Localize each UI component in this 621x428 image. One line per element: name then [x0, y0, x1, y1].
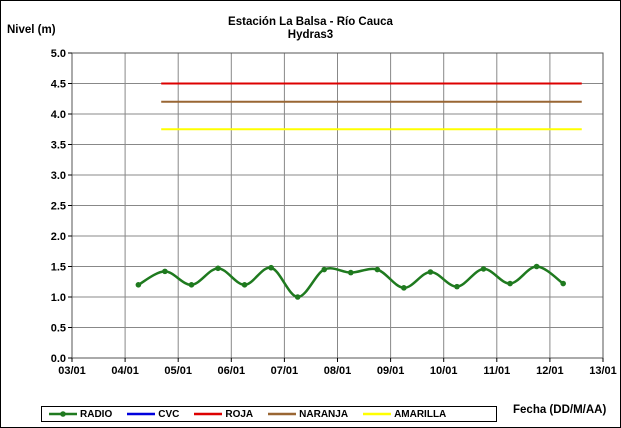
y-tick-label: 3.5: [51, 140, 66, 152]
legend-swatch: [49, 411, 77, 417]
data-point-radio: [401, 285, 407, 291]
data-point-radio: [507, 280, 513, 287]
data-point-radio: [241, 282, 248, 288]
data-point-radio: [560, 280, 566, 287]
legend-label: CVC: [158, 408, 180, 420]
chart-legend: RADIO CVC ROJA NARANJA AMARILLA: [41, 406, 497, 422]
y-tick-label: 1.0: [51, 292, 66, 304]
data-point-radio: [215, 265, 221, 272]
legend-item-naranja: NARANJA: [267, 409, 348, 420]
x-tick-label: 05/01: [164, 365, 192, 377]
data-point-radio: [162, 268, 168, 275]
data-point-radio: [533, 263, 540, 270]
y-tick-label: 3.0: [51, 170, 66, 182]
data-point-radio: [454, 283, 460, 290]
x-tick-label: 06/01: [218, 365, 246, 377]
chart-subtitle: Hydras3: [287, 29, 334, 41]
y-tick-label: 4.5: [51, 79, 66, 91]
y-tick-label: 4.0: [51, 109, 66, 121]
y-axis-label: Nivel (m): [7, 24, 56, 36]
data-point-radio: [480, 266, 487, 272]
legend-item-roja: ROJA: [193, 409, 253, 420]
legend-swatch: [268, 412, 297, 416]
x-axis-label: Fecha (DD/M/AA): [513, 404, 607, 416]
legend-label: RADIO: [80, 408, 113, 420]
y-tick-label: 1.5: [51, 262, 66, 274]
legend-swatch: [127, 412, 156, 416]
x-tick-label: 10/01: [430, 365, 458, 377]
x-tick-label: 07/01: [271, 365, 299, 377]
data-point-radio: [347, 269, 354, 276]
data-point-radio: [135, 282, 142, 288]
y-tick-label: 0.5: [51, 323, 66, 335]
y-tick-label: 5.0: [51, 48, 66, 60]
y-tick-label: 2.5: [51, 201, 66, 213]
x-tick-label: 09/01: [377, 365, 405, 377]
x-tick-label: 04/01: [111, 365, 139, 377]
legend-item-radio: RADIO: [48, 409, 112, 420]
legend-item-amarilla: AMARILLA: [362, 409, 446, 420]
data-point-radio: [374, 266, 381, 273]
chart-title: Estación La Balsa - Río Cauca: [228, 16, 393, 28]
x-tick-label: 12/01: [536, 365, 564, 377]
x-tick-label: 11/01: [483, 365, 510, 377]
data-point-radio: [294, 294, 301, 300]
legend-label: NARANJA: [299, 408, 349, 420]
x-tick-label: 08/01: [324, 365, 352, 377]
y-tick-label: 2.0: [51, 231, 66, 243]
legend-swatch: [194, 412, 223, 416]
data-point-radio: [321, 266, 328, 273]
legend-item-cvc: CVC: [126, 409, 179, 420]
y-tick-label: 0.0: [51, 353, 66, 365]
legend-label: AMARILLA: [394, 408, 447, 420]
legend-label: ROJA: [225, 408, 254, 420]
x-tick-label: 13/01: [589, 365, 617, 377]
data-point-radio: [427, 269, 434, 275]
x-tick-label: 03/01: [58, 365, 86, 377]
data-point-radio: [188, 282, 195, 288]
legend-swatch: [363, 412, 392, 416]
data-point-radio: [268, 264, 274, 271]
